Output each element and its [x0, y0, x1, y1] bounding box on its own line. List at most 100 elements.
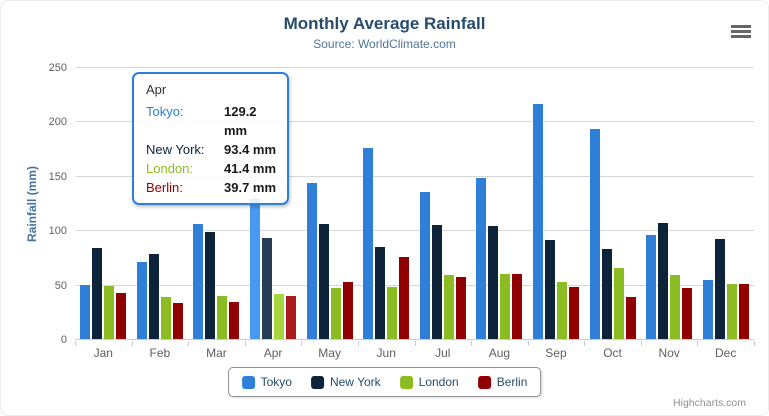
export-menu-button[interactable]	[727, 19, 755, 43]
x-axis-tick	[301, 341, 303, 346]
x-axis-label-apr: Apr	[263, 346, 283, 360]
bar-tokyo-apr[interactable]	[250, 198, 261, 339]
legend-symbol-icon	[477, 375, 491, 389]
legend-item-berlin[interactable]: Berlin	[477, 375, 527, 389]
x-axis-tick	[471, 341, 473, 346]
bar-tokyo-sep[interactable]	[532, 104, 543, 339]
x-axis-tick	[697, 341, 699, 346]
bar-london-jan[interactable]	[104, 286, 115, 339]
bar-new-york-jun[interactable]	[375, 247, 386, 339]
tooltip-series-name: London:	[146, 161, 193, 176]
y-axis-tick-label: 200	[48, 116, 67, 129]
bar-tokyo-dec[interactable]	[702, 280, 713, 339]
bar-london-sep[interactable]	[556, 282, 567, 339]
bar-group-feb	[132, 68, 189, 339]
credits-link[interactable]: Highcharts.com	[673, 397, 746, 409]
x-axis-label-jun: Jun	[376, 346, 396, 360]
tooltip-series-value: 93.4 mm	[224, 142, 277, 157]
bar-new-york-dec[interactable]	[714, 238, 725, 339]
gridline	[75, 230, 754, 232]
tooltip-series-value: 129.2 mm	[224, 104, 257, 138]
x-axis-tick	[754, 341, 755, 346]
tooltip-series-name: Tokyo:	[146, 104, 184, 119]
bar-group-oct	[584, 68, 641, 339]
bar-tokyo-jul[interactable]	[419, 192, 430, 339]
bar-berlin-feb[interactable]	[172, 303, 183, 339]
bar-tokyo-nov[interactable]	[646, 235, 657, 339]
legend-item-label: London	[418, 374, 459, 389]
y-axis-tick-label: 100	[48, 225, 67, 238]
tooltip-row: New York: 93.4 mm	[146, 140, 277, 159]
bar-berlin-oct[interactable]	[625, 296, 636, 339]
bar-new-york-sep[interactable]	[544, 240, 555, 339]
bar-berlin-sep[interactable]	[568, 287, 579, 339]
plot-area	[75, 67, 754, 340]
bar-group-jan	[75, 68, 132, 339]
chart-title: Monthly Average Rainfall	[283, 14, 486, 33]
bar-group-mar	[188, 68, 245, 339]
legend-item-tokyo[interactable]: Tokyo	[241, 375, 292, 389]
x-axis-label-jul: Jul	[435, 346, 451, 360]
bar-tokyo-jan[interactable]	[80, 284, 91, 339]
x-axis-label-aug: Aug	[488, 346, 511, 360]
gridline	[75, 284, 754, 286]
bar-berlin-nov[interactable]	[682, 288, 693, 339]
bar-berlin-dec[interactable]	[738, 283, 749, 339]
bar-new-york-mar[interactable]	[205, 232, 216, 339]
bar-new-york-feb[interactable]	[148, 253, 159, 339]
legend-symbol-icon	[241, 375, 255, 389]
bar-london-may[interactable]	[330, 288, 341, 339]
x-axis-label-oct: Oct	[603, 346, 622, 360]
bar-new-york-oct[interactable]	[601, 248, 612, 339]
legend: Tokyo New York London Berlin	[227, 367, 542, 397]
bar-london-nov[interactable]	[670, 274, 681, 339]
bar-tokyo-jun[interactable]	[363, 148, 374, 339]
bar-tokyo-feb[interactable]	[136, 261, 147, 339]
bar-berlin-jan[interactable]	[116, 293, 127, 339]
y-axis-tick-label: 0	[60, 334, 67, 346]
bar-london-feb[interactable]	[160, 296, 171, 339]
tooltip-header: Apr	[146, 82, 167, 97]
bar-london-aug[interactable]	[500, 274, 511, 339]
bar-berlin-apr[interactable]	[286, 295, 297, 339]
legend-item-new-york[interactable]: New York	[310, 374, 381, 389]
bar-new-york-may[interactable]	[318, 224, 329, 339]
x-axis-tick	[414, 341, 416, 346]
bar-berlin-may[interactable]	[342, 281, 353, 339]
bar-tokyo-mar[interactable]	[193, 223, 204, 339]
x-axis-tick	[640, 341, 642, 346]
x-axis-label-feb: Feb	[149, 346, 171, 360]
bar-berlin-jun[interactable]	[399, 257, 410, 339]
bar-group-sep	[528, 68, 585, 339]
bar-london-jun[interactable]	[387, 286, 398, 339]
bar-new-york-jul[interactable]	[431, 225, 442, 339]
x-axis-tick	[75, 341, 76, 346]
bar-new-york-jan[interactable]	[92, 248, 103, 339]
legend-item-london[interactable]: London	[399, 374, 459, 389]
y-axis-tick-label: 50	[54, 279, 67, 292]
bar-tokyo-aug[interactable]	[476, 178, 487, 339]
bar-tokyo-oct[interactable]	[589, 128, 600, 339]
bar-london-oct[interactable]	[613, 268, 624, 339]
x-axis-label-sep: Sep	[545, 346, 567, 360]
tooltip-row: Tokyo: 129.2 mm	[146, 102, 277, 140]
bar-group-may	[301, 68, 358, 339]
bar-london-apr[interactable]	[274, 294, 285, 339]
bar-new-york-aug[interactable]	[488, 225, 499, 339]
bar-london-mar[interactable]	[217, 296, 228, 339]
bar-london-dec[interactable]	[726, 283, 737, 339]
bar-berlin-jul[interactable]	[455, 276, 466, 339]
tooltip-series-name: New York:	[146, 142, 205, 157]
bar-london-jul[interactable]	[443, 275, 454, 339]
tooltip: Apr Tokyo: 129.2 mm New York: 93.4 mm London…	[132, 72, 289, 205]
bar-new-york-nov[interactable]	[658, 223, 669, 339]
bar-berlin-mar[interactable]	[229, 301, 240, 339]
legend-item-label: New York	[329, 374, 381, 389]
x-axis-label-may: May	[318, 346, 341, 360]
bar-tokyo-may[interactable]	[306, 182, 317, 339]
tooltip-row: London: 41.4 mm	[146, 159, 277, 178]
bar-new-york-apr[interactable]	[262, 237, 273, 339]
x-axis-tick	[244, 341, 246, 346]
bar-berlin-aug[interactable]	[512, 273, 523, 339]
